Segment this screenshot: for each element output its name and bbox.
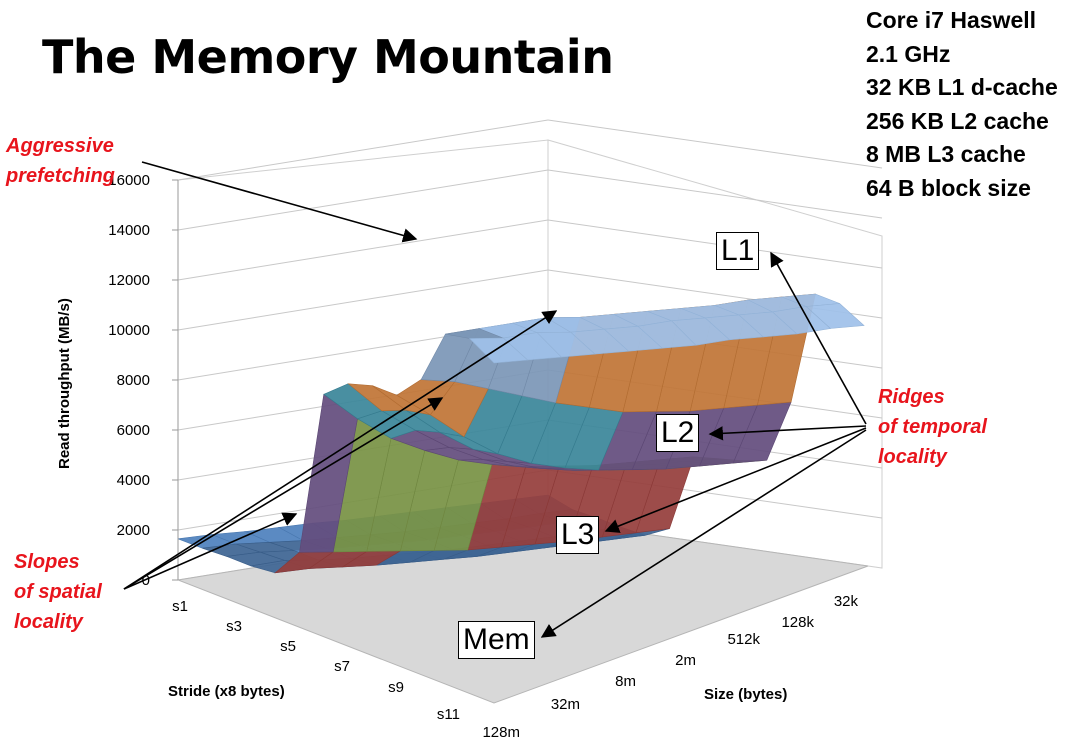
gridline <box>177 269 549 331</box>
stride-tick-label: s1 <box>172 598 188 615</box>
y-axis-ticks: 0 2000 4000 6000 8000 10000 12000 14000 16000 <box>108 172 178 589</box>
size-tick-label: 32m <box>551 696 580 713</box>
y-axis-title: Read throughput (MB/s) <box>56 298 73 469</box>
gridline <box>177 169 549 231</box>
stride-tick-label: s9 <box>388 679 404 696</box>
gridline <box>177 119 549 181</box>
spec-line: 64 B block size <box>866 174 1031 201</box>
slope-arrow-1 <box>123 512 298 590</box>
slope-arrow-2 <box>123 397 444 590</box>
y-tick-label: 8000 <box>117 372 150 389</box>
ridge-arrow-l2 <box>708 425 867 441</box>
size-tick-label: 8m <box>615 673 636 690</box>
gridline <box>547 169 883 219</box>
stride-tick-label: s5 <box>280 638 296 655</box>
size-tick-label: 2m <box>675 652 696 669</box>
annotation-arrows <box>123 161 867 638</box>
spec-line: 256 KB L2 cache <box>866 107 1049 134</box>
gridline <box>177 219 549 281</box>
size-tick-label: 512k <box>727 631 760 648</box>
ridge-arrow-l3 <box>604 427 867 533</box>
throughput-surface <box>177 293 865 574</box>
y-tick-label: 6000 <box>117 422 150 439</box>
gridline <box>547 219 883 269</box>
stride-axis-ticks: s1 s3 s5 s7 s9 s11 <box>172 598 460 723</box>
annotation-line: locality <box>14 611 83 633</box>
spec-line: 2.1 GHz <box>866 40 951 67</box>
y-tick-label: 2000 <box>117 522 150 539</box>
ridge-arrow-mem <box>540 429 867 638</box>
size-axis-ticks: 128m 32m 8m 2m 512k 128k 32k <box>482 593 858 741</box>
ridges-annotation: Ridges of temporal locality <box>878 382 987 472</box>
stride-tick-label: s3 <box>226 618 242 635</box>
annotation-line: Slopes <box>14 551 80 573</box>
stride-tick-label: s11 <box>437 706 460 723</box>
slide-title: The Memory Mountain <box>42 30 614 84</box>
surface-cell <box>468 337 529 364</box>
y-tick-label: 12000 <box>108 272 150 289</box>
y-tick-label: 4000 <box>117 472 150 489</box>
y-tick-label: 10000 <box>108 322 150 339</box>
size-tick-label: 128k <box>781 614 814 631</box>
slopes-annotation: Slopes of spatial locality <box>14 547 102 637</box>
annotation-line: Ridges <box>878 386 945 408</box>
l2-label: L2 <box>656 414 700 452</box>
y-tick-label: 16000 <box>108 172 150 189</box>
gridline <box>547 119 883 169</box>
annotation-line: locality <box>878 446 947 468</box>
z-axis-title: Size (bytes) <box>704 686 787 703</box>
slope-arrow-3 <box>123 310 558 590</box>
spec-line: Core i7 Haswell <box>866 7 1037 33</box>
annotation-line: of spatial <box>14 581 102 603</box>
prefetch-annotation: Aggressive prefetching <box>6 131 115 191</box>
stride-tick-label: s7 <box>334 658 350 675</box>
l3-label: L3 <box>556 516 600 554</box>
spec-line: 32 KB L1 d-cache <box>866 74 1058 100</box>
annotation-line: Aggressive <box>6 135 114 157</box>
x-axis-title: Stride (x8 bytes) <box>168 683 285 700</box>
size-tick-label: 128m <box>482 724 520 741</box>
l1-label: L1 <box>716 232 760 270</box>
size-tick-label: 32k <box>834 593 859 610</box>
ridge-arrow-l1 <box>770 251 867 425</box>
annotation-line: prefetching <box>6 165 115 187</box>
mem-label: Mem <box>458 621 535 659</box>
y-tick-label: 0 <box>142 572 150 589</box>
spec-line: 8 MB L3 cache <box>866 141 1026 167</box>
processor-specs: Core i7 Haswell 2.1 GHz 32 KB L1 d-cache… <box>866 4 1058 205</box>
annotation-line: of temporal <box>878 416 987 438</box>
prefetch-arrow <box>141 161 418 243</box>
y-tick-label: 14000 <box>108 222 150 239</box>
